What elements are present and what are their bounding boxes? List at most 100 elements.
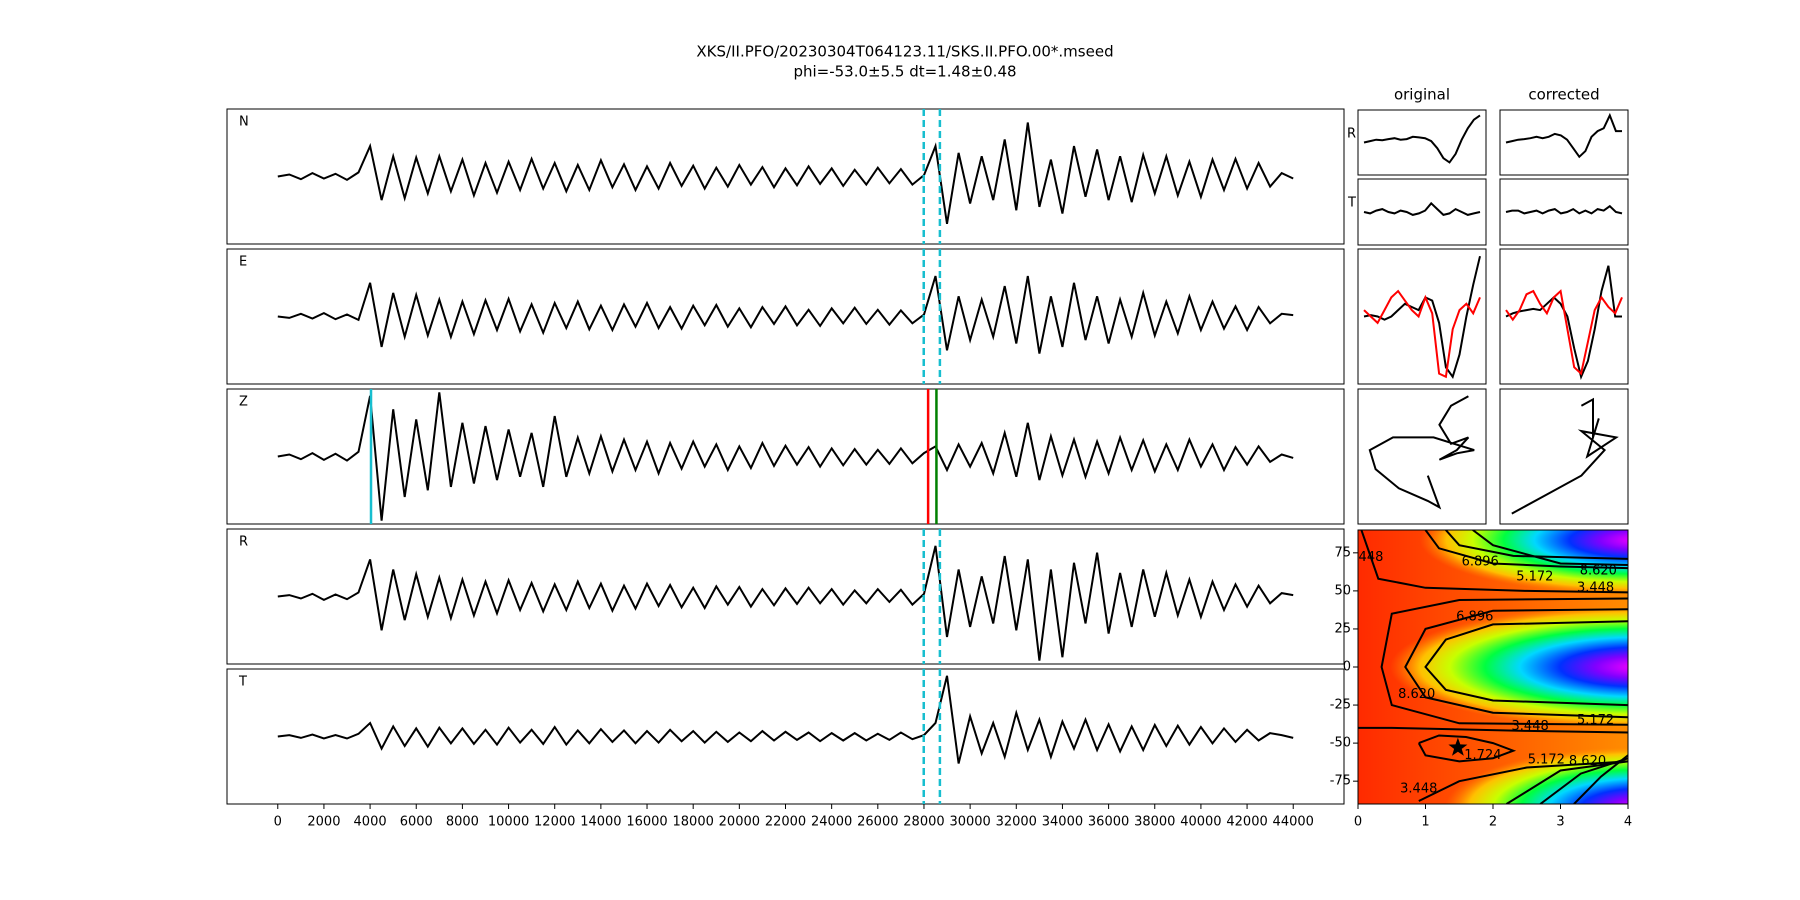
x-tick-label: 22000 — [765, 815, 806, 830]
trace — [1363, 289, 1481, 379]
x-tick-label: 0 — [274, 815, 282, 830]
panel-frame — [1499, 248, 1629, 385]
x-tick-label: 14000 — [580, 815, 621, 830]
x-tick-label: 34000 — [1042, 815, 1083, 830]
panel-frame — [1357, 178, 1487, 246]
panel-label: R — [239, 535, 248, 550]
contour-label: 3.448 — [1400, 781, 1437, 796]
contour-label: 3.448 — [1512, 719, 1549, 734]
trace — [1368, 395, 1475, 510]
contour-label: 8.620 — [1569, 754, 1606, 769]
panel-frame — [1357, 248, 1487, 385]
contour-line — [1573, 754, 1628, 804]
panel-frame — [226, 388, 1345, 525]
panel-label: T — [238, 675, 247, 690]
misfit-surface — [1358, 530, 1628, 804]
y-tick-label: -75 — [1330, 774, 1351, 789]
subtitle: phi=-53.0±5.5 dt=1.48±0.48 — [793, 63, 1016, 81]
panel-label: N — [239, 115, 249, 130]
contour-line — [1417, 734, 1517, 763]
contour-label: 5.172 — [1516, 570, 1553, 585]
column-title: original — [1394, 86, 1450, 104]
x-tick-label: 8000 — [446, 815, 479, 830]
contour-label: 6.896 — [1456, 609, 1493, 624]
contour-label: 5.172 — [1577, 713, 1614, 728]
x-tick-label: 24000 — [811, 815, 852, 830]
best-fit-marker — [1448, 737, 1468, 756]
x-tick-label: 40000 — [1180, 815, 1221, 830]
contour-label: 3.448 — [1346, 550, 1383, 565]
x-tick-label: 4 — [1624, 815, 1632, 830]
panel-frame — [226, 248, 1345, 385]
x-tick-label: 1 — [1421, 815, 1429, 830]
y-tick-label: 75 — [1334, 545, 1351, 560]
contour-line — [1539, 757, 1628, 804]
x-tick-label: 0 — [1354, 815, 1362, 830]
panel-label: Z — [239, 395, 248, 410]
panel-frame — [1499, 388, 1629, 525]
y-tick-label: 50 — [1334, 583, 1351, 598]
panel-label: E — [239, 255, 247, 270]
contour-line — [1360, 530, 1628, 594]
trace — [1511, 397, 1619, 515]
waveform — [277, 122, 1294, 224]
contour-line — [1404, 608, 1628, 719]
contour-line — [1424, 620, 1628, 707]
x-tick-label: 42000 — [1226, 815, 1267, 830]
x-tick-label: 30000 — [949, 815, 990, 830]
x-tick-label: 3 — [1556, 815, 1564, 830]
trace — [1505, 112, 1622, 159]
panel-frame — [226, 528, 1345, 665]
x-tick-label: 10000 — [488, 815, 529, 830]
x-tick-label: 28000 — [903, 815, 944, 830]
x-tick-label: 32000 — [996, 815, 1037, 830]
x-tick-label: 36000 — [1088, 815, 1129, 830]
x-tick-label: 6000 — [400, 815, 433, 830]
x-tick-label: 2 — [1489, 815, 1497, 830]
panel-frame — [1499, 178, 1629, 246]
y-tick-label: 0 — [1343, 660, 1351, 675]
contour-label: 3.448 — [1577, 580, 1614, 595]
x-tick-label: 18000 — [673, 815, 714, 830]
title: XKS/II.PFO/20230304T064123.11/SKS.II.PFO… — [696, 43, 1113, 61]
x-tick-label: 44000 — [1273, 815, 1314, 830]
x-tick-label: 2000 — [307, 815, 340, 830]
x-tick-label: 38000 — [1134, 815, 1175, 830]
y-tick-label: -50 — [1330, 736, 1351, 751]
panel-frame — [1357, 388, 1487, 525]
panel-frame — [226, 668, 1345, 805]
row-label: R — [1347, 127, 1356, 142]
waveform — [277, 545, 1294, 661]
contour-label: 6.896 — [1462, 554, 1499, 569]
x-tick-label: 26000 — [857, 815, 898, 830]
contour-label: 8.620 — [1580, 564, 1617, 579]
trace — [1363, 255, 1481, 380]
waveform — [277, 392, 1294, 521]
contour-label: 5.172 — [1528, 752, 1565, 767]
contour-line — [1505, 760, 1628, 804]
trace — [1505, 289, 1623, 376]
x-tick-label: 16000 — [626, 815, 667, 830]
x-tick-label: 4000 — [354, 815, 387, 830]
waveform — [277, 275, 1294, 354]
contour-line — [1472, 530, 1628, 566]
panel-frame — [1499, 109, 1629, 176]
y-tick-label: -25 — [1330, 698, 1351, 713]
row-label: T — [1347, 196, 1356, 211]
trace — [1363, 114, 1481, 164]
trace — [1505, 204, 1623, 215]
contour-line — [1424, 530, 1628, 570]
contour-line — [1358, 726, 1628, 734]
panel-frame — [226, 108, 1345, 245]
contour-label: 8.620 — [1398, 687, 1435, 702]
column-title: corrected — [1528, 86, 1599, 104]
y-tick-label: 25 — [1334, 621, 1351, 636]
contour-line — [1380, 597, 1628, 726]
trace — [1363, 201, 1481, 217]
trace — [1505, 265, 1622, 380]
panel-frame — [1357, 109, 1487, 176]
contour-label: 1.724 — [1464, 748, 1501, 763]
